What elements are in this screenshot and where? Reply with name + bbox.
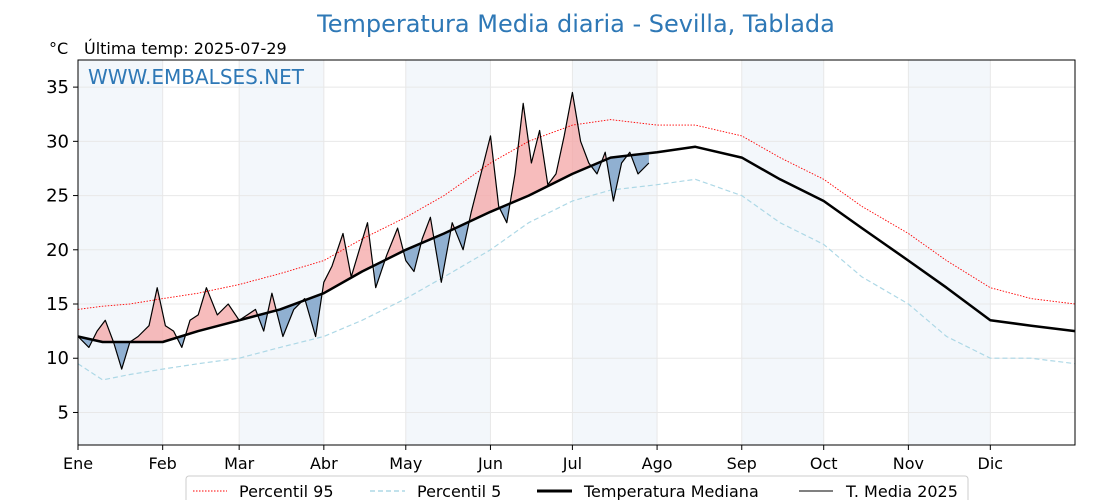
x-axis: Ene Feb Mar Abr May Jun Jul Ago Sep Oct Nov Dic xyxy=(63,445,1003,473)
month-band-mar xyxy=(239,60,324,445)
plot-frame xyxy=(77,59,1076,446)
x-tick-label-feb: Feb xyxy=(149,454,177,473)
fill-above-median xyxy=(129,287,178,342)
fill-areas xyxy=(78,92,649,370)
fill-below-median xyxy=(114,341,130,370)
x-tick-label-sep: Sep xyxy=(727,454,757,473)
grid xyxy=(77,60,1075,445)
fill-below-median xyxy=(434,230,451,283)
fill-above-median xyxy=(510,92,592,204)
series-line-percentil-5 xyxy=(77,178,1076,381)
x-tick-label-jul: Jul xyxy=(562,454,582,473)
legend-label-p5: Percentil 5 xyxy=(417,482,501,500)
month-band-ene xyxy=(78,60,163,445)
fill-below-median xyxy=(631,153,649,174)
legend-label-median: Temperatura Mediana xyxy=(583,482,759,500)
y-tick-label: 25 xyxy=(46,186,69,207)
legend-frame xyxy=(185,475,969,500)
x-tick-label-ene: Ene xyxy=(63,454,93,473)
fill-below-median xyxy=(306,293,323,337)
month-bands xyxy=(78,60,991,445)
legend-label-p95: Percentil 95 xyxy=(239,482,334,500)
legend-label-2025: T. Media 2025 xyxy=(845,482,958,500)
y-axis: 5 10 15 20 25 30 35 xyxy=(46,77,78,423)
series-line-t-media-2025 xyxy=(77,91,650,370)
x-tick-label-mar: Mar xyxy=(224,454,255,473)
x-tick-label-ago: Ago xyxy=(642,454,673,473)
y-tick-label: 10 xyxy=(46,348,69,369)
x-tick-label-oct: Oct xyxy=(810,454,838,473)
month-band-sep xyxy=(741,60,824,445)
x-tick-label-dic: Dic xyxy=(978,454,1004,473)
x-tick-label-jun: Jun xyxy=(477,454,503,473)
series-lines xyxy=(77,91,1076,381)
fill-below-median xyxy=(454,221,470,250)
series-line-temperatura-mediana xyxy=(77,145,1076,344)
y-unit-label: °C xyxy=(49,39,68,58)
x-tick-label-may: May xyxy=(389,454,422,473)
legend: Percentil 95 Percentil 5 Temperatura Med… xyxy=(185,475,969,500)
y-tick-label: 15 xyxy=(46,294,69,315)
fill-above-median xyxy=(322,222,375,294)
y-tick-label: 20 xyxy=(46,240,69,261)
x-tick-label-nov: Nov xyxy=(893,454,924,473)
fill-above-median xyxy=(185,287,259,335)
month-band-jul xyxy=(572,60,658,445)
y-tick-label: 35 xyxy=(46,77,69,98)
fill-below-median xyxy=(258,312,268,332)
month-band-may xyxy=(405,60,491,445)
y-tick-label: 30 xyxy=(46,131,69,152)
fill-above-median xyxy=(93,320,115,342)
watermark: WWW.EMBALSES.NET xyxy=(88,65,305,89)
fill-below-median xyxy=(591,161,603,174)
chart-title: Temperatura Media diaria - Sevilla, Tabl… xyxy=(316,10,835,38)
month-band-nov xyxy=(908,60,991,445)
fill-below-median xyxy=(500,203,511,223)
y-tick-label: 5 xyxy=(58,402,69,423)
subtitle-last-temp: Última temp: 2025-07-29 xyxy=(84,39,287,58)
x-tick-label-abr: Abr xyxy=(310,454,338,473)
